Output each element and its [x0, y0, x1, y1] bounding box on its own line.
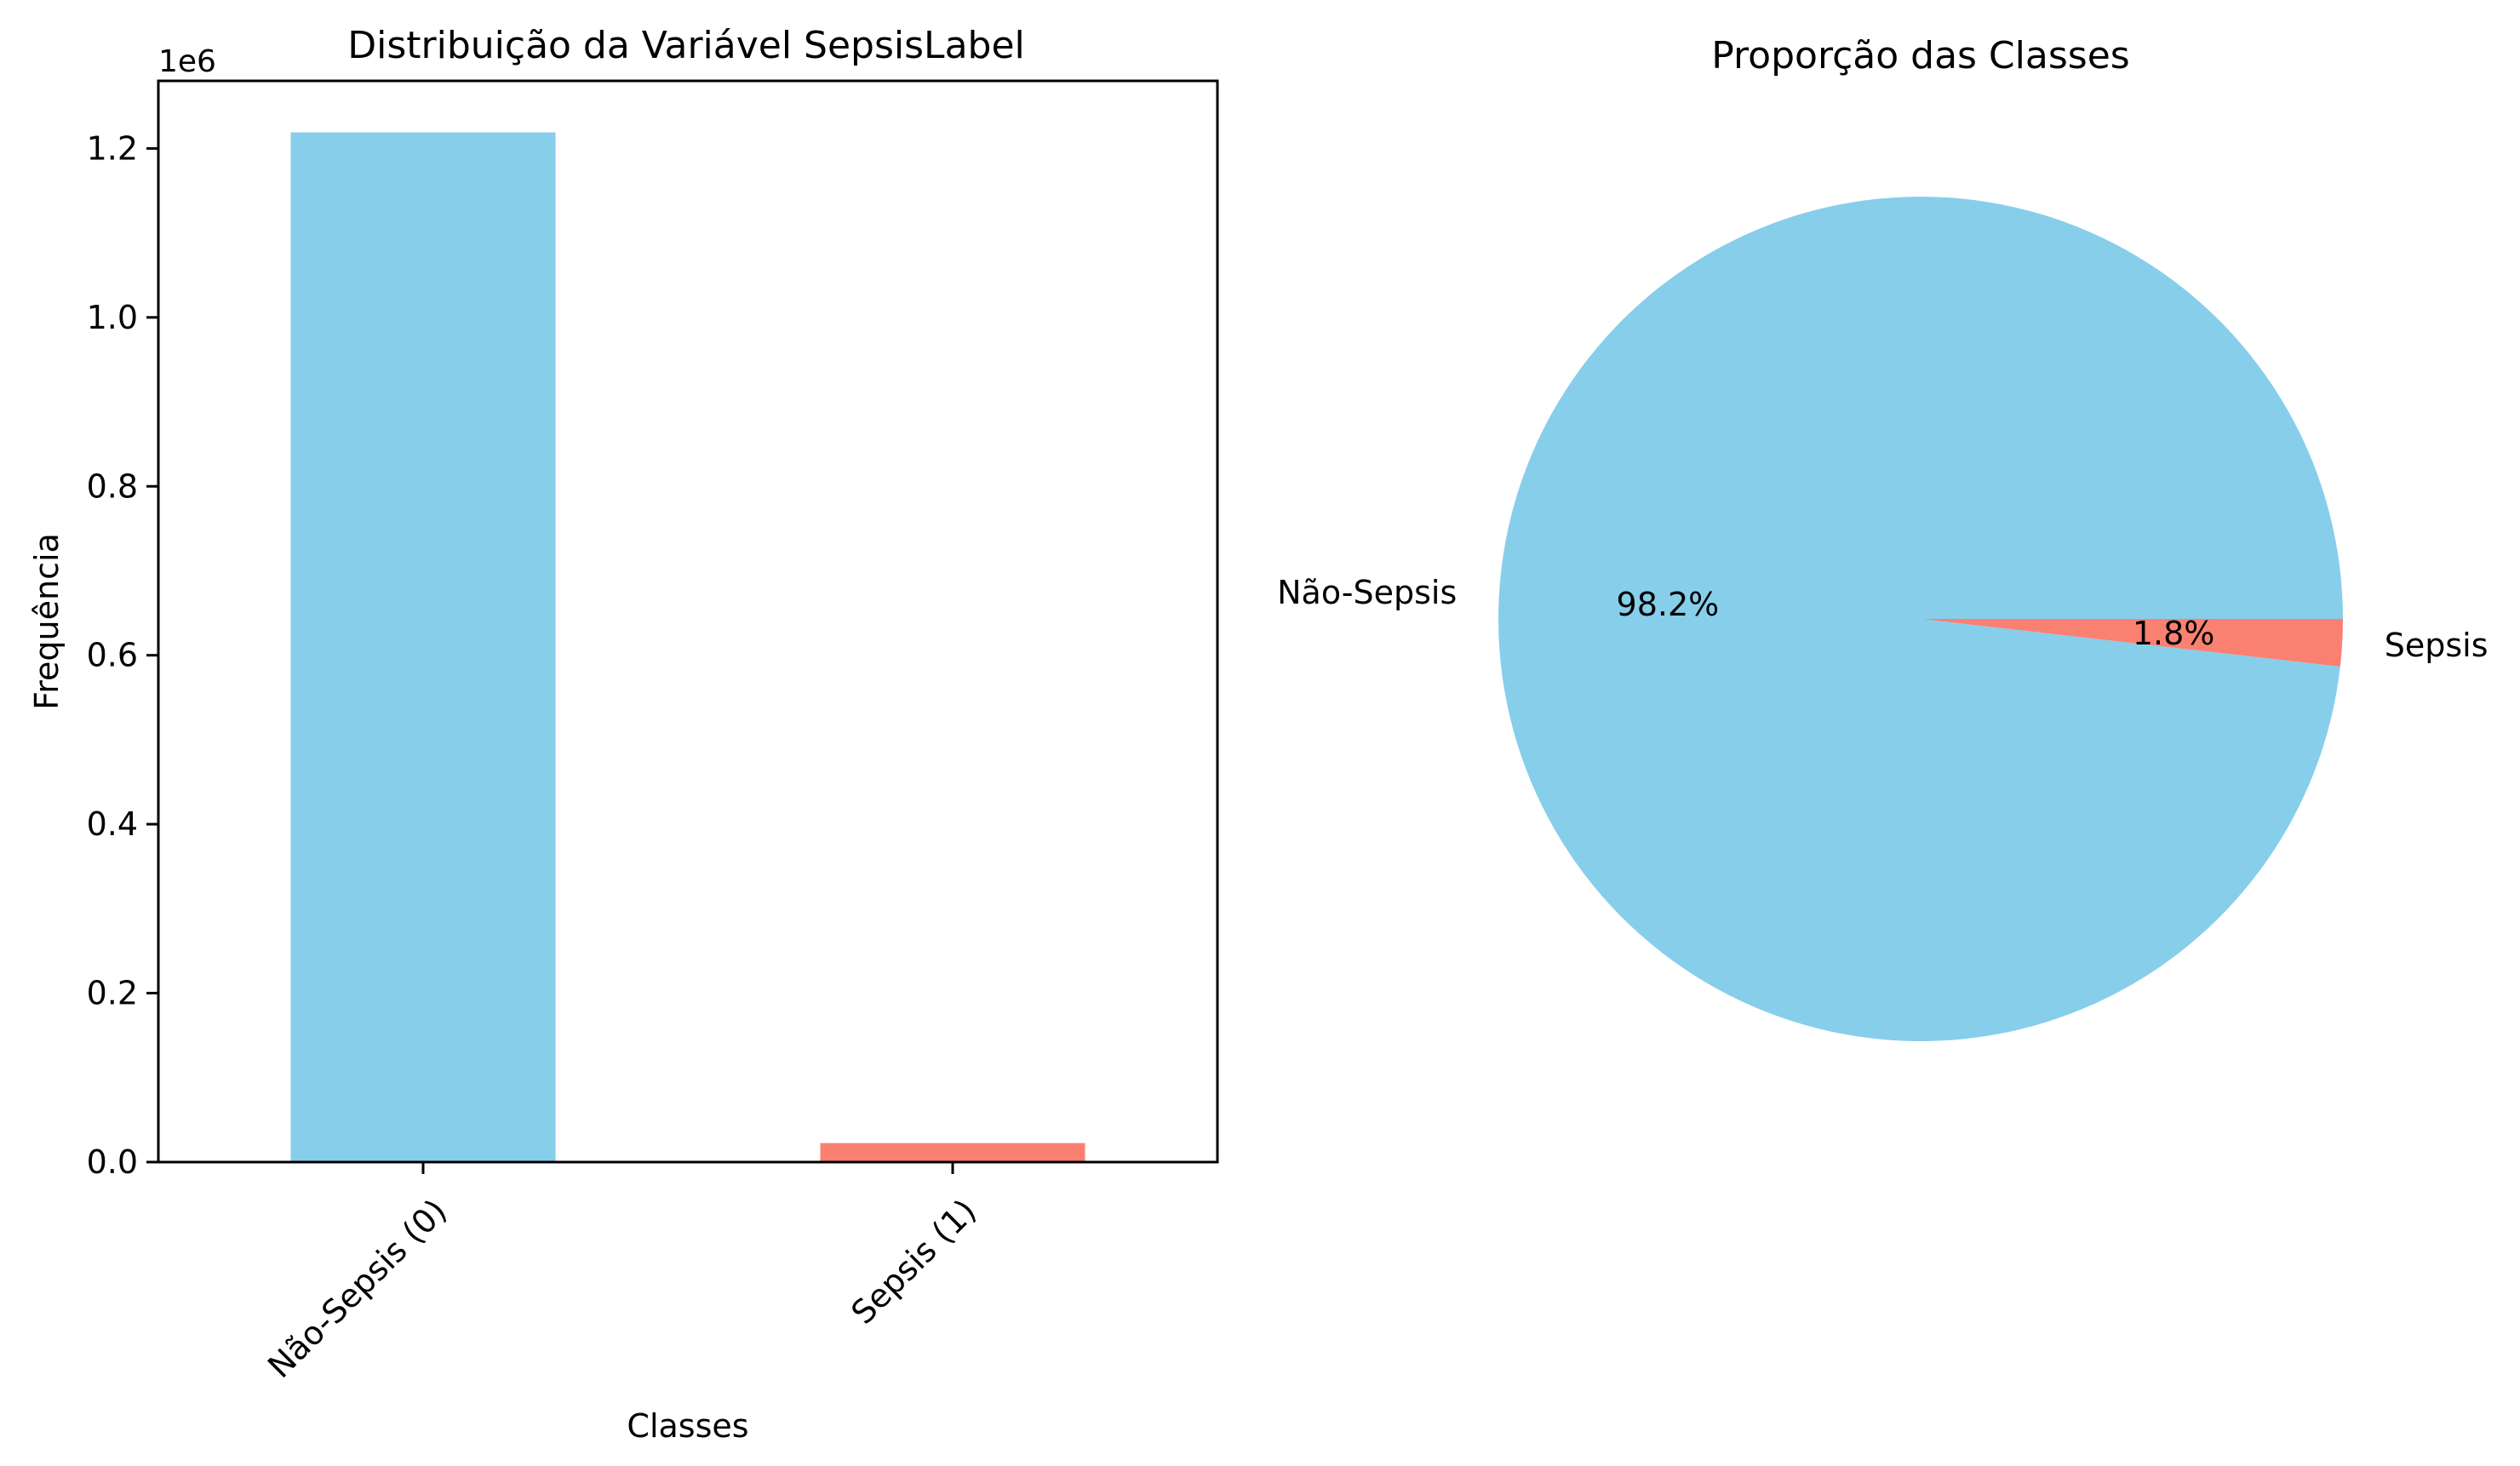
pie-chart-title: Proporção das Classes: [1711, 34, 2129, 77]
y-tick-label: 0.2: [87, 975, 138, 1012]
y-tick-label: 0.0: [87, 1143, 138, 1181]
y-axis-offset-label: 1e6: [158, 44, 216, 79]
y-axis-label: Frequência: [28, 533, 66, 710]
pie-slices: [1498, 197, 2343, 1041]
pie-percent-label: 98.2%: [1617, 586, 1720, 623]
y-tick-label: 0.4: [87, 805, 138, 843]
x-axis-label: Classes: [627, 1407, 748, 1445]
y-tick-label: 0.6: [87, 637, 138, 674]
y-axis-ticks: 0.0 0.2 0.4 0.6 0.8 1.0 1.2: [87, 129, 158, 1181]
pie-percent-label: 1.8%: [2133, 615, 2215, 652]
pie-labels: Não-Sepsis 98.2% Sepsis 1.8%: [1277, 574, 2488, 664]
bar-series: [290, 132, 1085, 1162]
bar-plot-frame: [157, 79, 1219, 1164]
pie-chart: Proporção das Classes Não-Sepsis 98.2% Sep…: [1277, 34, 2488, 1041]
y-tick-label: 1.2: [87, 129, 138, 167]
bar-sepsis-1: [820, 1142, 1085, 1162]
bar-nao-sepsis-0: [290, 132, 556, 1162]
pie-slice-sepsis: [1921, 619, 2343, 667]
pie-category-label: Não-Sepsis: [1277, 574, 1457, 611]
bar-chart-title: Distribuição da Variável SepsisLabel: [347, 24, 1025, 67]
y-tick-label: 1.0: [87, 299, 138, 336]
pie-category-label: Sepsis: [2385, 627, 2488, 664]
y-tick-label: 0.8: [87, 467, 138, 505]
